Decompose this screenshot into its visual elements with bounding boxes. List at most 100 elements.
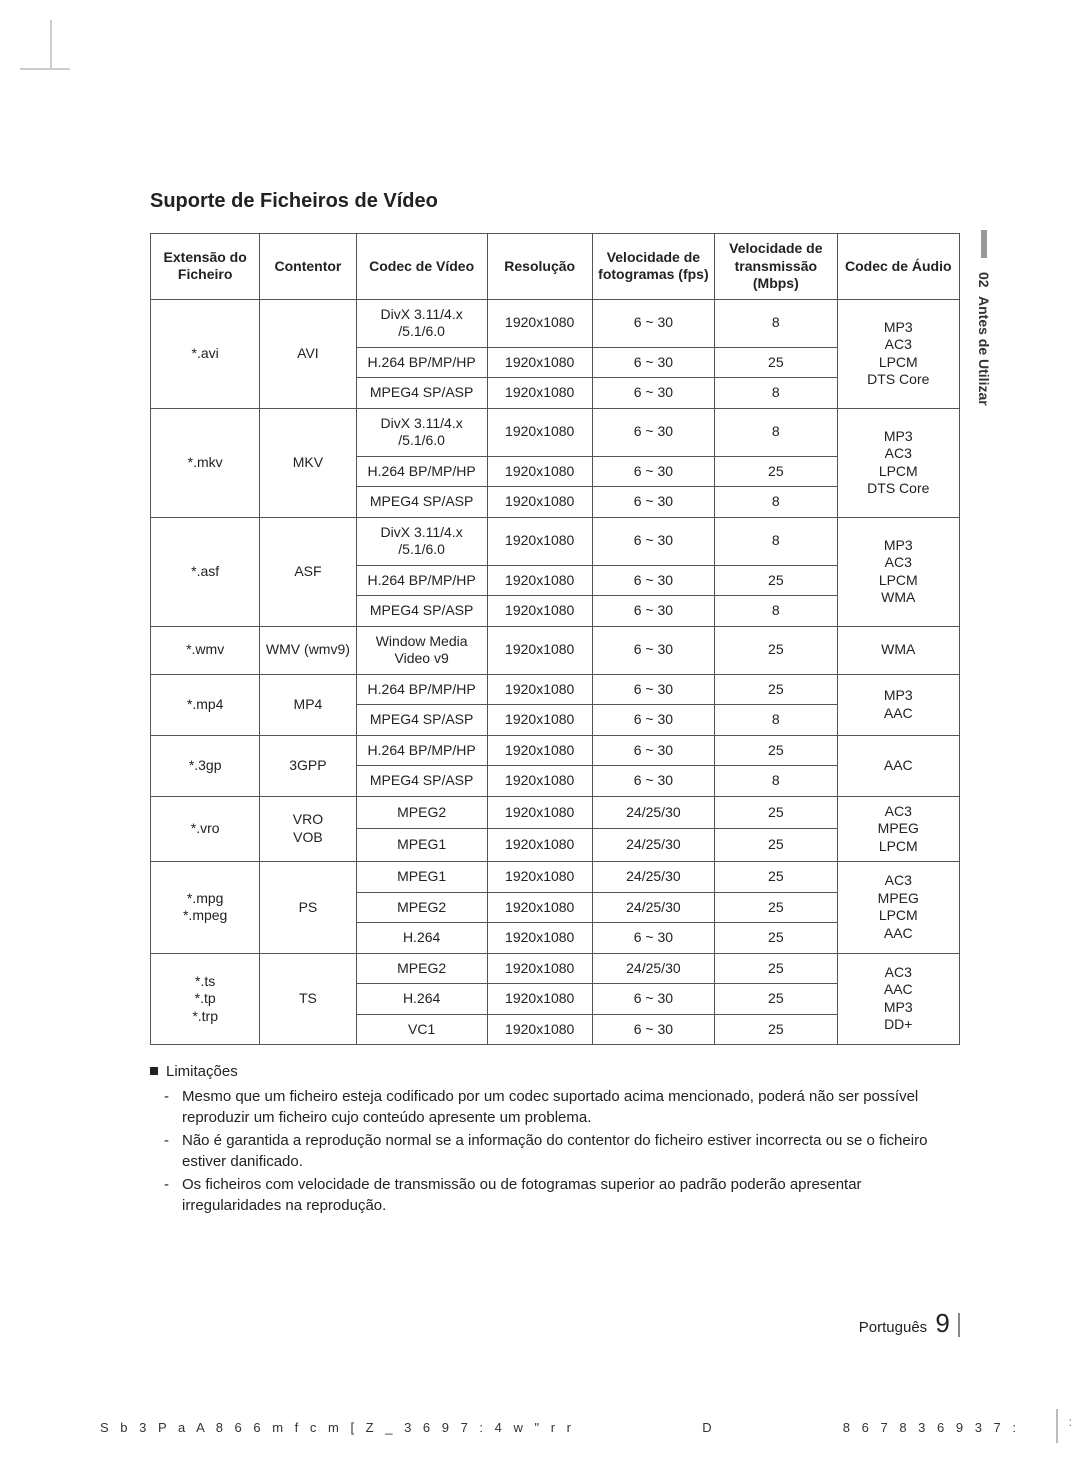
cell-video-codec: VC1 xyxy=(356,1014,487,1045)
cell-resolution: 1920x1080 xyxy=(487,456,592,487)
cell-mbps: 25 xyxy=(715,892,837,923)
page-number: Português 9 xyxy=(859,1308,960,1339)
cell-audio-codec: WMA xyxy=(837,626,959,674)
cell-video-codec: DivX 3.11/4.x/5.1/6.0 xyxy=(356,517,487,565)
cell-container: ASF xyxy=(260,517,356,626)
cell-video-codec: H.264 BP/MP/HP xyxy=(356,456,487,487)
cell-mbps: 25 xyxy=(715,626,837,674)
cell-mbps: 8 xyxy=(715,299,837,347)
cell-fps: 6 ~ 30 xyxy=(592,984,714,1015)
cell-resolution: 1920x1080 xyxy=(487,408,592,456)
crop-mark xyxy=(1056,1409,1058,1443)
cell-container: WMV (wmv9) xyxy=(260,626,356,674)
cell-mbps: 8 xyxy=(715,705,837,736)
cell-container: 3GPP xyxy=(260,735,356,796)
footer-code-mid: D xyxy=(702,1420,715,1435)
cell-extension: *.avi xyxy=(151,299,260,408)
cell-container: AVI xyxy=(260,299,356,408)
table-row: *.wmvWMV (wmv9)Window MediaVideo v91920x… xyxy=(151,626,960,674)
cell-container: TS xyxy=(260,953,356,1045)
cell-audio-codec: MP3AC3LPCMWMA xyxy=(837,517,959,626)
cell-video-codec: MPEG2 xyxy=(356,892,487,923)
section-title: Suporte de Ficheiros de Vídeo xyxy=(150,190,960,213)
note-text: Não é garantida a reprodução normal se a… xyxy=(182,1130,960,1172)
cell-resolution: 1920x1080 xyxy=(487,862,592,893)
cell-mbps: 25 xyxy=(715,984,837,1015)
cell-extension: *.mkv xyxy=(151,408,260,517)
note-text: Os ficheiros com velocidade de transmiss… xyxy=(182,1174,960,1216)
cell-resolution: 1920x1080 xyxy=(487,626,592,674)
note-text: Mesmo que um ficheiro esteja codificado … xyxy=(182,1086,960,1128)
table-column-header: Extensão do Ficheiro xyxy=(151,234,260,300)
cell-video-codec: H.264 BP/MP/HP xyxy=(356,735,487,766)
cell-mbps: 25 xyxy=(715,829,837,862)
cell-fps: 24/25/30 xyxy=(592,892,714,923)
cell-mbps: 25 xyxy=(715,923,837,954)
cell-resolution: 1920x1080 xyxy=(487,487,592,518)
cell-mbps: 25 xyxy=(715,735,837,766)
cell-fps: 6 ~ 30 xyxy=(592,378,714,409)
cell-resolution: 1920x1080 xyxy=(487,299,592,347)
cell-video-codec: MPEG2 xyxy=(356,796,487,829)
table-column-header: Contentor xyxy=(260,234,356,300)
cell-fps: 6 ~ 30 xyxy=(592,626,714,674)
footer-lang: Português xyxy=(859,1319,927,1336)
cell-resolution: 1920x1080 xyxy=(487,1014,592,1045)
cell-mbps: 25 xyxy=(715,1014,837,1045)
cell-mbps: 8 xyxy=(715,766,837,797)
table-column-header: Velocidade de transmissão (Mbps) xyxy=(715,234,837,300)
cell-mbps: 25 xyxy=(715,565,837,596)
cell-extension: *.ts*.tp*.trp xyxy=(151,953,260,1045)
cell-video-codec: MPEG4 SP/ASP xyxy=(356,705,487,736)
dash-icon: - xyxy=(164,1086,174,1128)
cell-video-codec: MPEG4 SP/ASP xyxy=(356,487,487,518)
cell-audio-codec: AAC xyxy=(837,735,959,796)
table-column-header: Velocidade de fotogramas (fps) xyxy=(592,234,714,300)
cell-fps: 24/25/30 xyxy=(592,953,714,984)
note-item: -Os ficheiros com velocidade de transmis… xyxy=(164,1174,960,1216)
cell-mbps: 8 xyxy=(715,596,837,627)
cell-container: PS xyxy=(260,862,356,954)
cell-audio-codec: AC3MPEGLPCM xyxy=(837,796,959,862)
cell-resolution: 1920x1080 xyxy=(487,517,592,565)
cell-video-codec: MPEG1 xyxy=(356,862,487,893)
table-header: Extensão do FicheiroContentorCodec de Ví… xyxy=(151,234,960,300)
video-codec-table: Extensão do FicheiroContentorCodec de Ví… xyxy=(150,233,960,1045)
cell-container: VROVOB xyxy=(260,796,356,862)
cell-fps: 6 ~ 30 xyxy=(592,487,714,518)
cell-video-codec: DivX 3.11/4.x/5.1/6.0 xyxy=(356,299,487,347)
cell-mbps: 25 xyxy=(715,674,837,705)
cell-mbps: 25 xyxy=(715,456,837,487)
cell-container: MP4 xyxy=(260,674,356,735)
cell-extension: *.mpg*.mpeg xyxy=(151,862,260,954)
table-row: *.aviAVIDivX 3.11/4.x/5.1/6.01920x10806 … xyxy=(151,299,960,347)
cell-fps: 24/25/30 xyxy=(592,796,714,829)
cell-resolution: 1920x1080 xyxy=(487,705,592,736)
cell-fps: 6 ~ 30 xyxy=(592,517,714,565)
cell-video-codec: H.264 BP/MP/HP xyxy=(356,565,487,596)
cell-resolution: 1920x1080 xyxy=(487,596,592,627)
cell-video-codec: MPEG1 xyxy=(356,829,487,862)
cell-mbps: 25 xyxy=(715,796,837,829)
notes-heading: Limitações xyxy=(166,1061,238,1082)
cell-mbps: 8 xyxy=(715,517,837,565)
cell-container: MKV xyxy=(260,408,356,517)
cell-mbps: 8 xyxy=(715,487,837,518)
cell-resolution: 1920x1080 xyxy=(487,796,592,829)
cell-resolution: 1920x1080 xyxy=(487,347,592,378)
cell-resolution: 1920x1080 xyxy=(487,674,592,705)
cell-video-codec: H.264 xyxy=(356,923,487,954)
cell-resolution: 1920x1080 xyxy=(487,565,592,596)
cell-resolution: 1920x1080 xyxy=(487,923,592,954)
cell-fps: 6 ~ 30 xyxy=(592,1014,714,1045)
note-item: -Não é garantida a reprodução normal se … xyxy=(164,1130,960,1172)
cell-mbps: 25 xyxy=(715,347,837,378)
table-row: *.vroVROVOBMPEG21920x108024/25/3025AC3MP… xyxy=(151,796,960,829)
table-row: *.mp4MP4H.264 BP/MP/HP1920x10806 ~ 3025M… xyxy=(151,674,960,705)
crop-mark xyxy=(50,20,52,70)
dash-icon: - xyxy=(164,1174,174,1216)
footer-codes: S b 3 P a A 8 6 6 m f c m [ Z _ 3 6 9 7 … xyxy=(100,1420,1020,1435)
cell-audio-codec: MP3AC3LPCMDTS Core xyxy=(837,408,959,517)
cell-fps: 6 ~ 30 xyxy=(592,347,714,378)
table-row: *.3gp3GPPH.264 BP/MP/HP1920x10806 ~ 3025… xyxy=(151,735,960,766)
